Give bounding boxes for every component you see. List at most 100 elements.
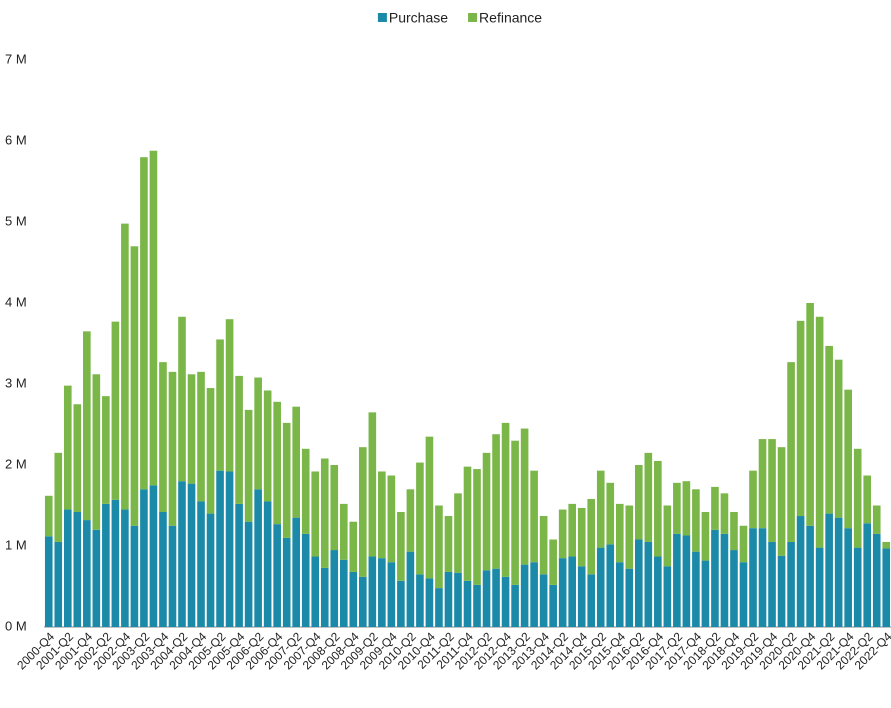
bar-segment [539,516,548,575]
bar-segment [254,377,262,490]
legend: Purchase Refinance [377,10,542,26]
bar-segment [178,316,186,482]
bar-segment [273,401,281,525]
bar-segment [130,525,139,627]
bar-segment [54,452,63,542]
bar-segment [359,447,367,577]
bar-segment [73,404,82,512]
legend-item: Purchase [377,10,448,26]
bar-segment [787,362,795,542]
bar-segment [853,448,862,548]
bar-segment [292,517,301,627]
bar-segment [558,509,567,559]
bar-segment [815,547,824,627]
bar-segment [463,466,472,581]
y-tick-label: 2 M [5,456,27,471]
bar-segment [758,439,767,529]
bar-segment [530,562,538,627]
bar-segment [454,572,462,627]
bar-segment [882,548,891,627]
bar-segment [263,390,272,502]
bar-segment [844,389,852,529]
bar-segment [63,509,72,627]
bar-segment [44,536,53,627]
bar-segment [168,525,177,627]
bar-segment [777,447,786,556]
bar-segment [282,422,291,538]
bar-segment [140,489,148,627]
bar-segment [844,528,852,627]
bar-segment [768,541,776,627]
bar-segment [834,517,843,627]
bar-segment [121,223,129,510]
bar-segment [482,452,491,571]
legend-label: Refinance [479,10,542,26]
bar-segment [606,482,615,545]
bar-segment [663,566,672,627]
bar-segment [244,409,253,522]
y-tick-label: 4 M [5,294,27,309]
bar-segment [654,556,662,627]
y-tick-label: 1 M [5,537,27,552]
bar-segment [111,499,120,627]
bar-segment [159,362,167,512]
bar-segment [416,574,424,627]
bar-segment [520,564,529,627]
bar-segment [834,359,843,518]
bar-segment [530,470,538,563]
bar-segment [673,533,681,627]
y-tick-label: 5 M [5,213,27,228]
bar-segment [225,319,234,472]
bar-segment [615,562,624,627]
bar-segment [701,560,710,627]
bar-segment [654,460,662,557]
bar-segment [102,503,110,627]
bar-segment [758,528,767,627]
bar-segment [368,556,377,627]
bar-segment [558,558,567,627]
bar-segment [720,533,729,627]
bar-segment [378,471,386,559]
bar-segment [568,503,576,557]
bar-segment [273,524,281,627]
bar-segment [796,516,805,627]
bar-segment [397,580,405,627]
bar-segment [102,396,110,504]
bar-segment [330,465,339,551]
bar-segment [825,345,833,514]
bar-segment [625,505,634,569]
bar-segment [263,501,272,627]
bar-segment [711,529,719,627]
bar-segment [320,567,329,627]
bar-segment [235,375,243,504]
bar-segment [777,555,786,627]
legend-label: Purchase [389,10,448,26]
y-tick-label: 7 M [5,51,27,66]
bar-segment [577,566,586,627]
bar-segment [216,339,224,471]
bar-segment [187,483,196,627]
bar-segment [625,568,634,627]
bar-segment [815,316,824,548]
bar-segment [872,533,881,627]
bar-segment [311,556,320,627]
bar-segment [178,481,186,627]
bar-segment [206,513,215,627]
bar-segment [63,385,72,510]
legend-swatch [377,13,387,22]
bar-segment [596,470,605,548]
bar-segment [378,558,386,627]
legend-item: Refinance [468,10,542,26]
bar-segment [473,469,481,585]
bar-segment [130,246,139,526]
bar-segment [730,550,738,627]
bar-segment [492,434,500,569]
bar-segment [235,503,243,627]
bar-segment [149,150,158,486]
bar-segment [615,503,624,563]
bar-segment [749,528,757,627]
bar-segment [825,513,833,627]
bar-segment [406,489,415,552]
bar-segment [330,550,339,627]
